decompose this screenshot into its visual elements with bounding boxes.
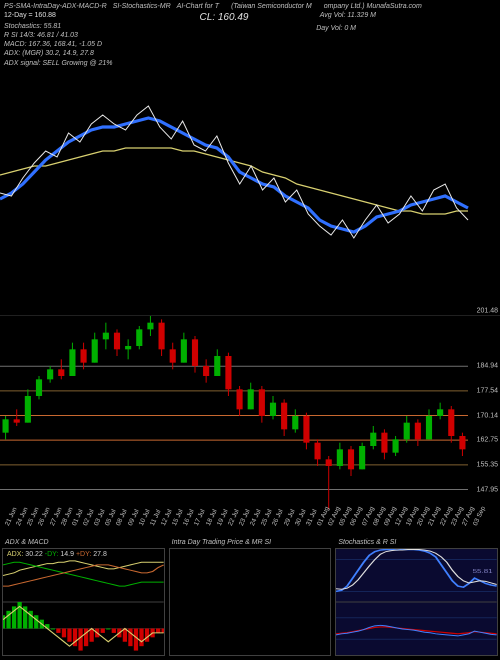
label-dayvol: Day Vol: 0 M: [316, 24, 356, 33]
label-cl: CL: 160.49: [200, 11, 249, 24]
candle-y-axis: 147.95155.35162.75170.14177.54184.94201.…: [468, 316, 500, 516]
label-avgvol: Avg Vol: 11.329 M: [320, 11, 376, 20]
main-line-chart: [0, 70, 500, 310]
header-line-1: PS-SMA-IntraDay-ADX-MACD-RSI-Stochastics…: [4, 2, 496, 11]
panel-adx-title: ADX & MACD: [5, 539, 49, 546]
panel-adx-text: ADX: 30.22 -DY: 14.9 +DY: 27.8: [7, 551, 107, 558]
panel-intra-title: Intra Day Trading Price & MR SI: [172, 539, 271, 546]
svg-text:55.81: 55.81: [473, 569, 493, 575]
header-info: PS-SMA-IntraDay-ADX-MACD-RSI-Stochastics…: [4, 2, 496, 68]
panel-adx-macd: ADX & MACD ADX: 30.22 -DY: 14.9 +DY: 27.…: [2, 548, 165, 656]
candlestick-chart: 147.95155.35162.75170.14177.54184.94201.…: [0, 315, 500, 516]
panel-stoch-title: Stochastics & R SI: [338, 539, 396, 546]
panel-stochastics: Stochastics & R SI 55.81: [335, 548, 498, 656]
panel-intraday: Intra Day Trading Price & MR SI: [169, 548, 332, 656]
label-12day: 12-Day = 160.88: [4, 11, 56, 20]
bottom-panel-row: ADX & MACD ADX: 30.22 -DY: 14.9 +DY: 27.…: [2, 548, 498, 656]
